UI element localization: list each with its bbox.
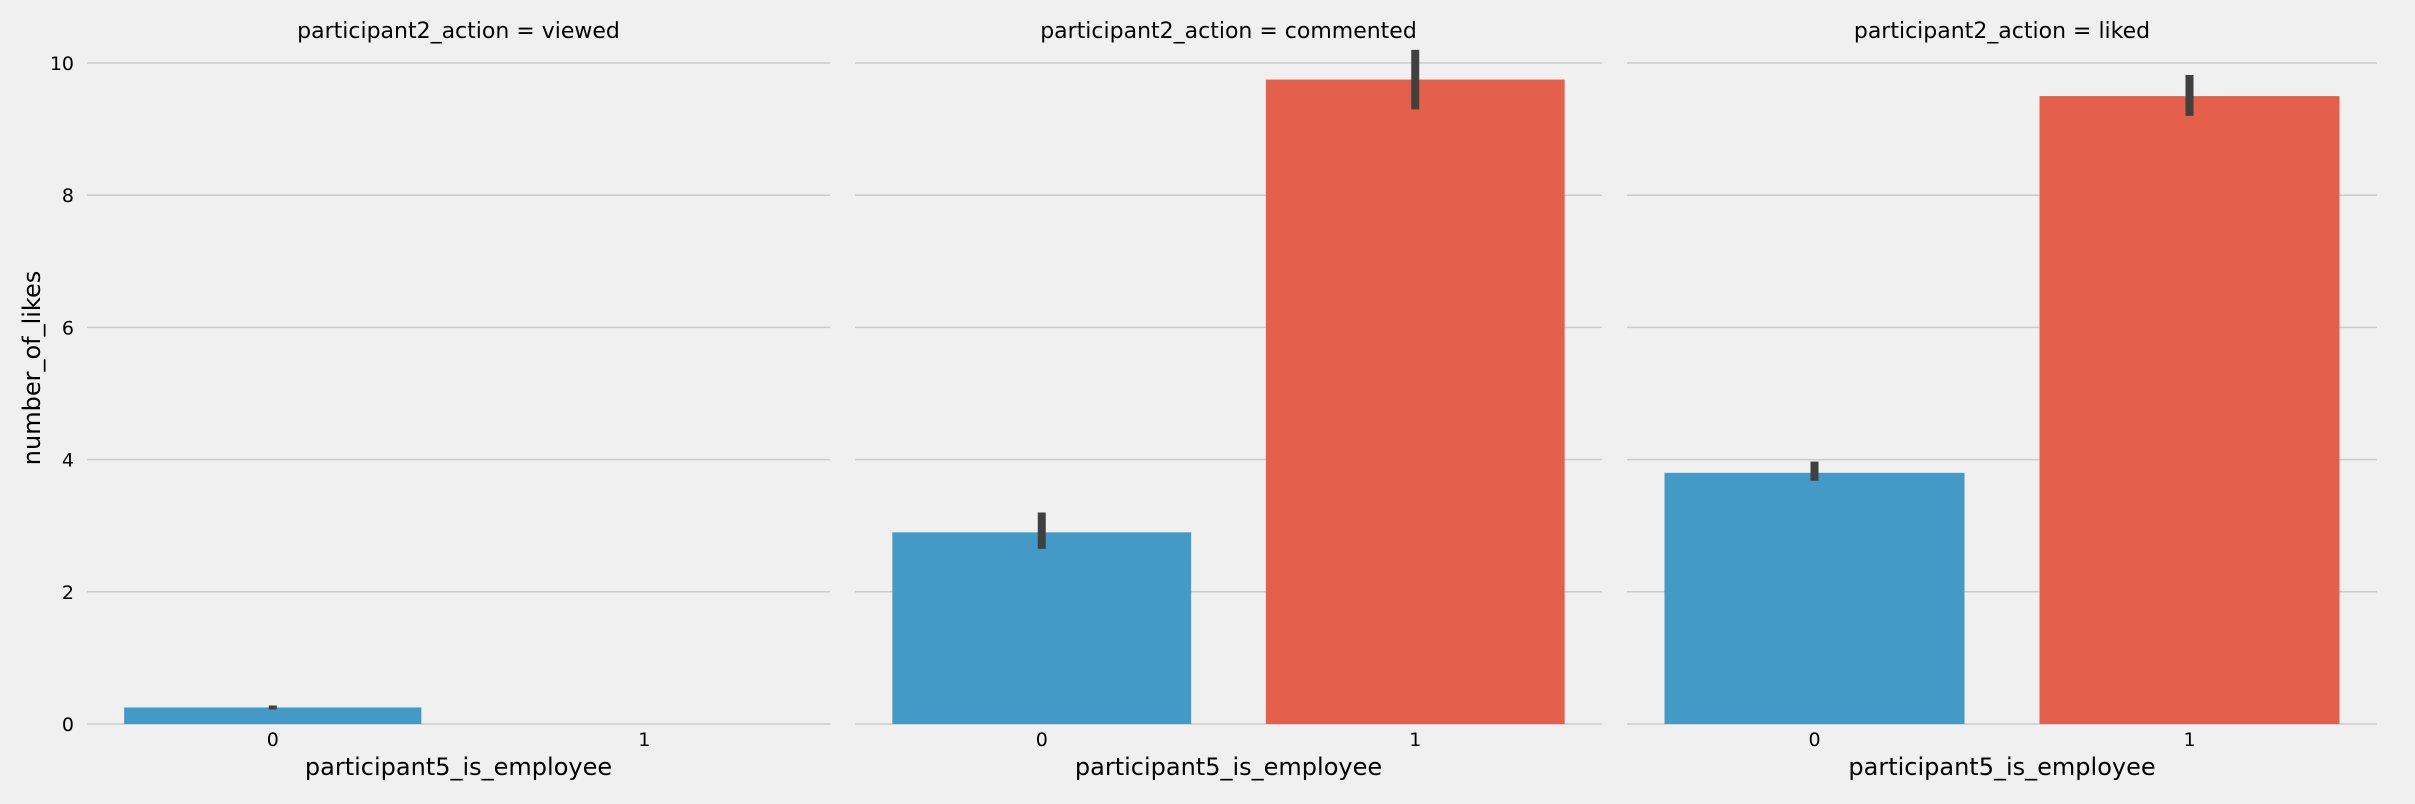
y-axis-label: number_of_likes — [18, 271, 46, 465]
facet-1: participant2_action = commented 0 1 partici… — [855, 19, 1602, 781]
facet-title: participant2_action = commented — [1040, 19, 1417, 44]
bar — [1265, 79, 1565, 725]
y-tick-label: 2 — [62, 582, 74, 604]
y-tick-label: 6 — [62, 317, 74, 339]
x-tick-label: 0 — [1036, 729, 1048, 751]
y-tick-label: 4 — [62, 450, 74, 472]
x-tick-label: 1 — [2183, 729, 2195, 751]
x-tick-label: 0 — [267, 729, 279, 751]
x-axis-label: participant5_is_employee — [1848, 753, 2155, 781]
facet-2: participant2_action = liked 0 1 participant… — [1627, 19, 2377, 781]
y-tick-label: 8 — [62, 185, 74, 207]
x-axis-label: participant5_is_employee — [305, 753, 612, 781]
y-tick-label: 10 — [50, 53, 74, 75]
x-tick-label: 0 — [1808, 729, 1820, 751]
bar — [892, 532, 1192, 724]
facet-0: participant2_action = viewed 0 1 participan… — [87, 19, 830, 781]
x-tick-label: 1 — [1409, 729, 1421, 751]
facet-title: participant2_action = viewed — [297, 19, 620, 44]
facet-title: participant2_action = liked — [1854, 19, 2150, 44]
bar — [1664, 472, 1965, 724]
bar — [124, 707, 422, 724]
x-axis-label: participant5_is_employee — [1075, 753, 1382, 781]
x-tick-label: 1 — [638, 729, 650, 751]
y-tick-label: 0 — [62, 714, 74, 736]
bar — [2039, 96, 2340, 725]
